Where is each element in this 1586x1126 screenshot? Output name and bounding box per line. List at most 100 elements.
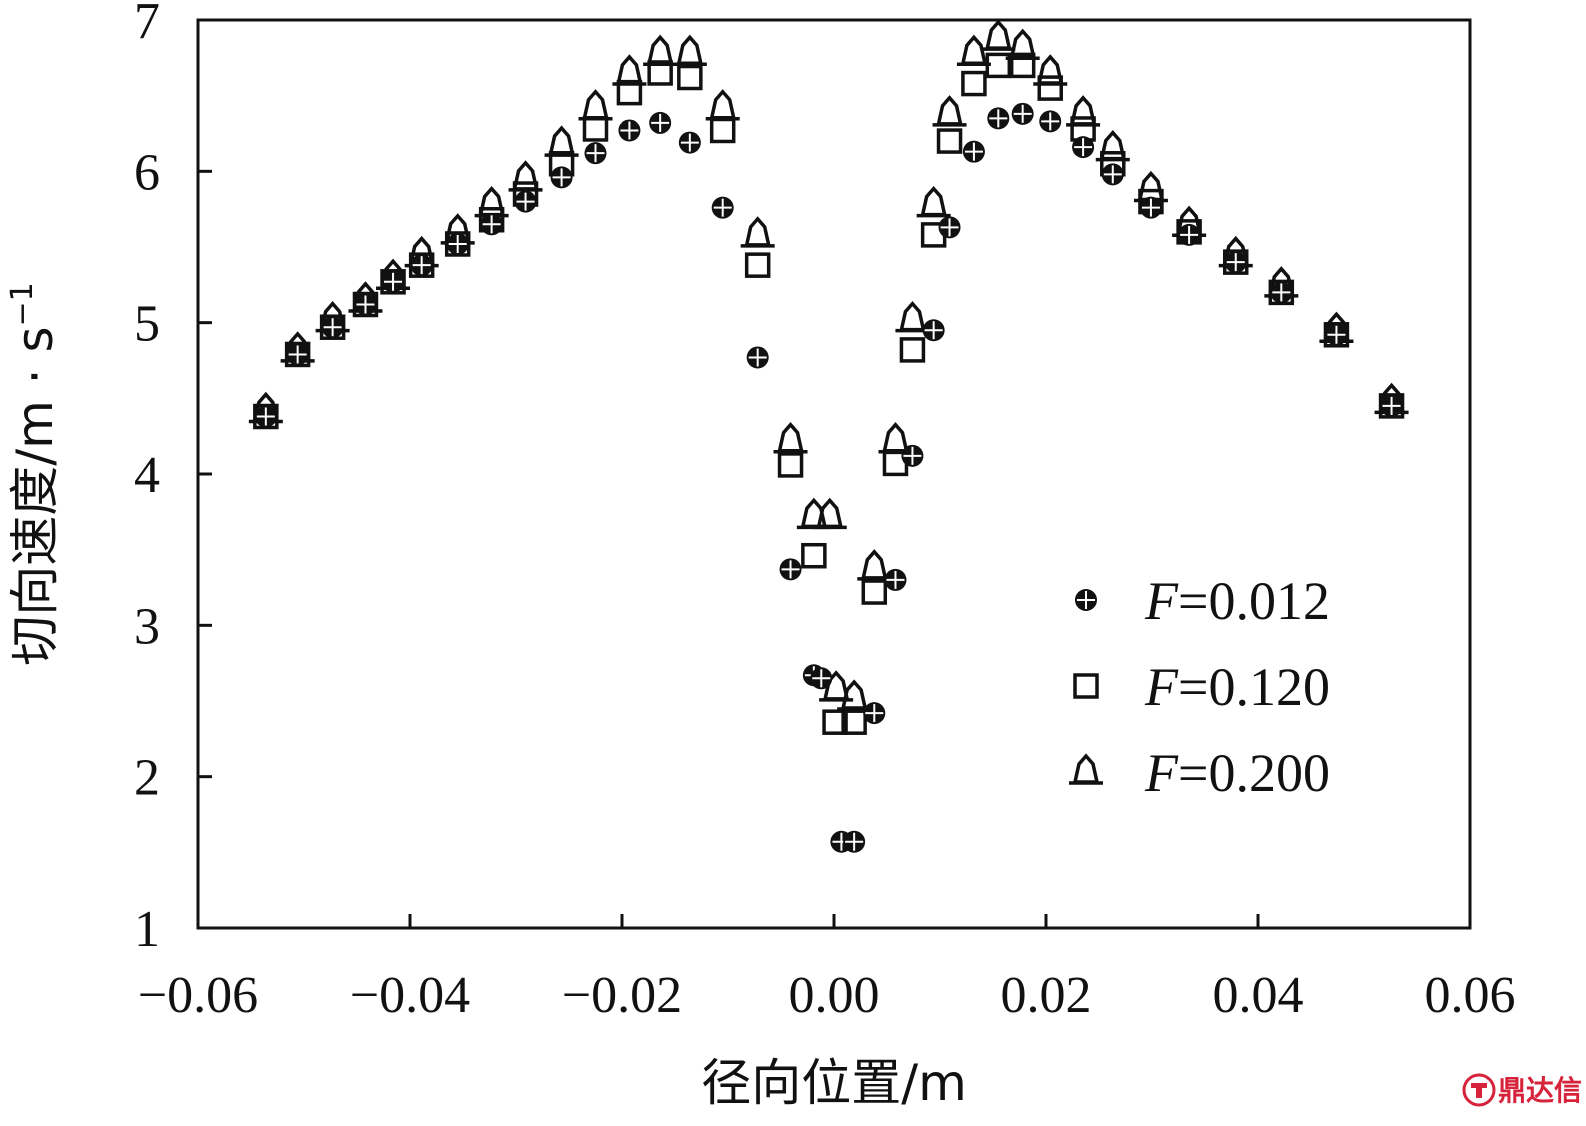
data-point-open-triangle <box>812 497 847 530</box>
x-tick-label: 0.00 <box>789 967 880 1024</box>
data-point-filled-circle <box>1380 394 1403 417</box>
data-point-open-triangle <box>705 89 740 121</box>
x-axis: −0.06 −0.04 −0.02 0.00 0.02 0.04 0.06 <box>138 914 1516 1024</box>
y-axis-title: 切向速度/m · s−1 <box>5 282 64 666</box>
data-point-filled-circle <box>884 568 907 591</box>
legend-item: F=0.200 <box>1069 743 1330 803</box>
data-point-open-square <box>936 128 963 154</box>
x-axis-title: 径向位置/m <box>701 1054 967 1112</box>
data-point-open-square <box>1037 75 1063 101</box>
series-filled-circle <box>254 102 1403 853</box>
legend-label: F=0.012 <box>1144 571 1330 631</box>
data-point-filled-circle <box>1139 196 1162 219</box>
watermark: 鼎达信 <box>1462 1073 1582 1107</box>
data-point-filled-circle <box>1270 281 1293 304</box>
data-point-filled-circle <box>962 140 985 163</box>
legend-item: F=0.012 <box>1075 571 1330 631</box>
data-point-filled-circle <box>1011 102 1034 125</box>
data-points <box>248 19 1409 853</box>
data-point-open-square <box>709 117 736 144</box>
data-point-filled-circle <box>779 558 802 581</box>
data-point-open-square <box>985 52 1012 79</box>
legend: F=0.012 F=0.120 F=0.200 <box>1069 571 1330 803</box>
y-axis-title-sup: −1 <box>5 282 40 326</box>
data-point-open-square <box>677 64 703 91</box>
x-tick-label: −0.02 <box>562 967 682 1024</box>
x-tick-label: −0.04 <box>350 967 470 1024</box>
data-point-open-triangle <box>773 422 808 454</box>
x-tick-label: −0.06 <box>138 967 258 1024</box>
data-point-open-triangle <box>956 34 991 67</box>
data-point-filled-circle <box>843 830 866 853</box>
data-point-filled-circle <box>863 702 886 725</box>
data-point-filled-circle <box>1072 136 1095 159</box>
data-point-filled-circle <box>1224 251 1247 274</box>
data-point-filled-circle <box>810 667 833 690</box>
data-point-open-triangle <box>916 185 951 218</box>
data-point-open-square <box>961 70 987 97</box>
data-point-open-square <box>1009 52 1036 79</box>
x-tick-label: 0.04 <box>1213 967 1304 1024</box>
legend-label: F=0.120 <box>1144 657 1330 717</box>
data-point-open-triangle <box>672 34 707 67</box>
y-tick-label: 1 <box>134 901 160 958</box>
data-point-filled-circle <box>901 444 924 467</box>
data-point-open-square <box>777 452 804 478</box>
data-point-open-triangle <box>981 19 1016 51</box>
y-tick-label: 6 <box>134 144 160 201</box>
data-point-filled-circle <box>1039 110 1062 133</box>
cn-badge-icon <box>1462 1073 1496 1107</box>
data-point-filled-circle <box>286 343 309 366</box>
data-point-filled-circle <box>321 316 344 339</box>
data-point-filled-circle <box>649 111 672 134</box>
data-point-filled-circle <box>584 142 607 165</box>
data-point-open-triangle <box>837 679 872 711</box>
data-point-filled-circle <box>618 119 641 142</box>
data-point-filled-circle <box>938 216 961 239</box>
legend-label: F=0.200 <box>1144 743 1330 803</box>
y-tick-label: 5 <box>134 296 160 353</box>
watermark-text: 鼎达信 <box>1498 1074 1582 1107</box>
data-point-open-triangle <box>932 95 967 127</box>
series-open-square <box>253 52 1405 735</box>
data-point-filled-circle <box>922 319 945 342</box>
data-point-open-square <box>822 709 848 735</box>
data-point-filled-circle <box>550 166 573 189</box>
data-point-filled-circle <box>987 107 1010 130</box>
y-axis: 1 2 3 4 5 6 7 <box>134 0 212 958</box>
legend-item: F=0.120 <box>1073 657 1330 717</box>
data-point-filled-circle <box>480 213 503 236</box>
y-tick-label: 7 <box>134 0 160 50</box>
data-point-open-square <box>582 116 609 142</box>
data-point-open-square <box>647 60 673 86</box>
data-point-open-square <box>744 252 771 278</box>
data-point-filled-circle <box>1325 323 1348 346</box>
data-point-open-square <box>801 542 827 569</box>
data-point-filled-circle <box>746 346 769 369</box>
data-point-filled-circle <box>711 196 734 219</box>
x-tick-label: 0.06 <box>1425 967 1516 1024</box>
y-axis-title-main: 切向速度/m · s <box>6 326 64 665</box>
data-point-filled-circle <box>254 405 277 428</box>
y-tick-label: 4 <box>134 447 160 504</box>
y-tick-label: 3 <box>134 598 160 655</box>
data-point-filled-circle <box>446 232 469 255</box>
legend-marker-open-triangle <box>1069 753 1103 785</box>
data-point-filled-circle <box>382 270 405 293</box>
data-point-filled-circle <box>1178 223 1201 246</box>
legend-marker-open-square <box>1073 673 1099 699</box>
data-point-open-triangle <box>578 89 613 121</box>
data-point-open-square <box>616 79 643 106</box>
y-axis-title-group: 切向速度/m · s−1 <box>5 282 64 666</box>
data-point-filled-circle <box>354 293 377 316</box>
x-tick-label: 0.02 <box>1001 967 1092 1024</box>
data-point-filled-circle <box>410 254 433 277</box>
data-point-open-square <box>861 579 888 605</box>
y-tick-label: 2 <box>134 750 160 807</box>
legend-marker-filled-circle <box>1075 589 1097 611</box>
data-point-open-triangle <box>740 216 775 248</box>
data-point-filled-circle <box>678 131 701 154</box>
data-point-open-square <box>841 709 867 735</box>
data-point-open-square <box>899 337 926 363</box>
